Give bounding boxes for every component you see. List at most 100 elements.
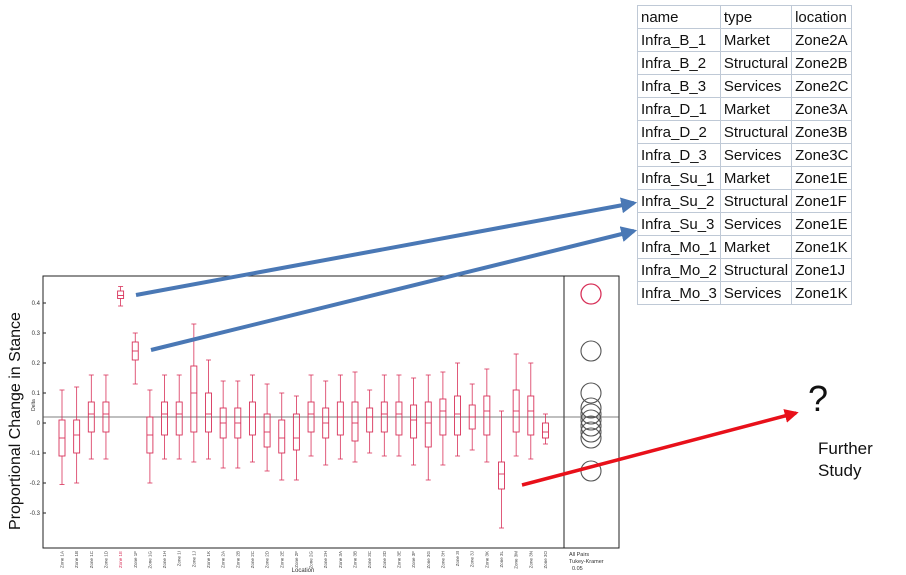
box-body xyxy=(483,395,491,436)
cell-location: Zone1K xyxy=(791,281,853,305)
y-axis-title: Proportional Change in Stance xyxy=(7,312,24,530)
cell-name: Infra_B_1 xyxy=(637,28,721,52)
cell-type: Structural xyxy=(719,51,793,75)
cell-name: Infra_Su_2 xyxy=(637,189,721,213)
box-body xyxy=(263,413,271,448)
x-tick-label: Zone 1C xyxy=(89,550,94,568)
comparison-circle xyxy=(580,415,602,437)
box-body xyxy=(161,401,169,436)
box-body xyxy=(292,413,300,451)
box-zone-1f xyxy=(131,332,139,385)
box-body xyxy=(205,392,212,433)
table-row: Infra_B_2 Structural Zone2B xyxy=(637,51,853,75)
cell-name: Infra_B_3 xyxy=(637,74,721,98)
box-zone-3m xyxy=(512,353,520,457)
table-row: Infra_Su_2 Structural Zone1F xyxy=(637,189,853,213)
box-body xyxy=(87,401,95,433)
x-tick-label: Zone 1I xyxy=(177,551,182,566)
x-tick-label: Zone 1J xyxy=(191,551,196,567)
header-name: name xyxy=(637,5,721,29)
x-tick-label: Zone 3E xyxy=(396,551,401,568)
cell-location: Zone1K xyxy=(791,235,853,259)
y-tick-label: 0.2 xyxy=(32,361,41,367)
cell-type: Market xyxy=(719,97,793,121)
y-tick-label: 0.3 xyxy=(32,331,41,337)
box-zone-3l xyxy=(498,410,505,529)
box-body xyxy=(366,407,374,433)
table-row: Infra_D_3 Services Zone3C xyxy=(637,143,853,167)
x-tick-label: Zone 3C xyxy=(367,550,372,568)
box-zone-1c xyxy=(87,374,95,460)
x-tick-label: Zone 2C xyxy=(250,550,255,568)
box-body xyxy=(410,404,418,439)
box-zone-1d xyxy=(102,374,110,460)
cell-location: Zone3B xyxy=(791,120,853,144)
cell-location: Zone1E xyxy=(791,166,853,190)
x-tick-label: Zone 3N xyxy=(528,551,533,568)
table-row: Infra_D_2 Structural Zone3B xyxy=(637,120,853,144)
cell-name: Infra_D_1 xyxy=(637,97,721,121)
cell-location: Zone1E xyxy=(791,212,853,236)
box-zone-1h xyxy=(161,374,169,460)
box-zone-1g xyxy=(146,389,154,484)
cell-type: Structural xyxy=(719,258,793,282)
box-zone-1k xyxy=(205,359,212,460)
box-body xyxy=(498,461,505,490)
box-zone-3h xyxy=(439,371,447,466)
box-zone-1b xyxy=(73,386,81,484)
cell-name: Infra_B_2 xyxy=(637,51,721,75)
x-tick-label: Zone 1A xyxy=(60,551,65,568)
header-location: location xyxy=(791,5,853,29)
box-zone-3e xyxy=(395,374,403,457)
box-zone-3n xyxy=(527,362,535,460)
arrow-zone1f-to-infra-su-2 xyxy=(150,226,638,352)
x-tick-label: Zone 3A xyxy=(338,551,343,568)
cell-name: Infra_Mo_3 xyxy=(637,281,721,305)
box-body xyxy=(73,419,81,454)
box-zone-3d xyxy=(380,374,388,457)
cell-name: Infra_D_2 xyxy=(637,120,721,144)
header-type: type xyxy=(719,5,793,29)
box-zone-1j xyxy=(190,323,198,463)
further-line-2: Study xyxy=(818,461,862,480)
x-tick-label: Zone 1B xyxy=(74,551,79,568)
cell-type: Market xyxy=(719,166,793,190)
y-tick-label: -0.2 xyxy=(30,481,41,487)
cell-type: Services xyxy=(719,212,793,236)
box-body xyxy=(424,401,432,448)
box-zone-3f xyxy=(410,377,418,466)
table-row: Infra_B_3 Services Zone2C xyxy=(637,74,853,98)
comparison-panel-frame xyxy=(563,275,620,549)
comparison-circle-highlighted xyxy=(580,283,602,305)
box-body xyxy=(351,401,359,442)
box-zone-2a xyxy=(219,380,227,469)
y-tick-label: -0.1 xyxy=(30,451,41,457)
table-header-row: name type location xyxy=(637,5,853,29)
cell-name: Infra_D_3 xyxy=(637,143,721,167)
arrow-zone1e-to-infra-su-1 xyxy=(135,197,638,297)
cell-location: Zone3A xyxy=(791,97,853,121)
box-body xyxy=(395,401,403,436)
x-tick-label: Zone 2D xyxy=(265,550,270,568)
box-body xyxy=(527,395,535,436)
cell-location: Zone1F xyxy=(791,189,853,213)
cell-type: Market xyxy=(719,28,793,52)
box-zone-2c xyxy=(248,374,256,463)
y-tick-label: 0 xyxy=(37,421,41,427)
x-tick-label: Zone 1H xyxy=(162,551,167,568)
panel-label-tukey: Tukey-Kramer xyxy=(569,559,604,565)
box-zone-2h xyxy=(322,380,330,466)
box-body xyxy=(117,290,125,299)
table-row: Infra_Su_1 Market Zone1E xyxy=(637,166,853,190)
table-row: Infra_Mo_2 Structural Zone1J xyxy=(637,258,853,282)
y-axis: -0.3 -0.2 -0.1 0 0.1 0.2 0.3 0.4 xyxy=(30,301,46,517)
y-axis-small-title: Delta xyxy=(31,399,37,411)
table-row: Infra_Su_3 Services Zone1E xyxy=(637,212,853,236)
cell-type: Structural xyxy=(719,120,793,144)
further-study-note: Further Study xyxy=(818,438,873,482)
box-body xyxy=(278,419,286,454)
box-zone-3i xyxy=(454,362,461,457)
x-tick-label: Zone 1F xyxy=(133,551,138,568)
cell-name: Infra_Su_3 xyxy=(637,212,721,236)
box-zone-3o xyxy=(542,413,549,445)
